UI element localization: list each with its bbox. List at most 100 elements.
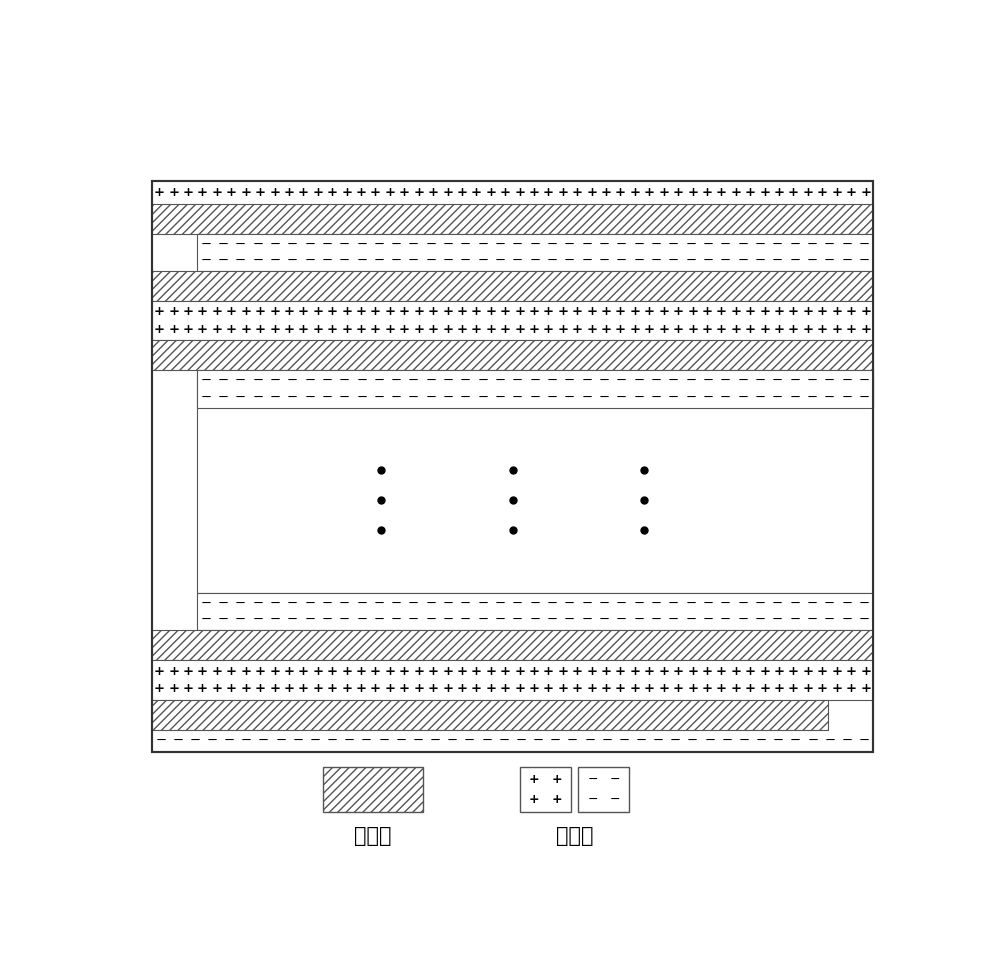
Text: +: + [500,323,511,337]
Text: −: − [287,375,298,387]
Text: −: − [755,597,766,610]
Text: +: + [240,665,251,677]
Text: +: + [817,682,828,696]
Text: −: − [720,254,731,267]
Text: −: − [495,375,506,387]
Text: −: − [807,375,818,387]
Text: −: − [304,254,315,267]
Text: +: + [572,305,583,318]
Text: −: − [564,237,575,251]
Text: −: − [477,613,489,627]
Text: −: − [755,254,766,267]
Text: −: − [460,613,471,627]
Text: −: − [235,613,246,627]
Text: −: − [356,597,367,610]
Text: −: − [425,597,437,610]
Text: −: − [567,734,578,748]
Text: −: − [737,391,748,404]
Text: +: + [687,665,698,677]
Text: −: − [529,391,541,404]
Text: −: − [460,375,471,387]
Text: −: − [547,597,558,610]
Text: −: − [824,254,835,267]
Text: +: + [774,665,785,677]
Text: +: + [658,682,669,696]
Text: +: + [572,185,583,199]
Text: −: − [339,254,350,267]
Text: +: + [658,665,669,677]
Text: −: − [269,375,281,387]
Text: −: − [773,734,784,748]
Text: −: − [356,613,367,627]
Bar [578,767,629,812]
Text: −: − [841,375,852,387]
Text: +: + [298,682,309,696]
Text: +: + [730,305,741,318]
Bar [152,302,873,341]
Text: +: + [485,665,496,677]
Text: −: − [443,597,454,610]
Text: −: − [651,613,662,627]
Text: +: + [673,665,684,677]
Text: +: + [384,682,395,696]
Text: +: + [168,682,179,696]
Text: +: + [716,323,727,337]
Text: −: − [391,254,402,267]
Text: −: − [447,734,458,748]
Text: +: + [730,323,741,337]
Text: +: + [860,185,871,199]
Text: +: + [399,682,410,696]
Text: −: − [460,237,471,251]
Text: +: + [327,323,338,337]
Text: −: − [235,375,246,387]
Text: −: − [477,597,489,610]
Text: −: − [685,597,696,610]
Text: −: − [703,391,714,404]
Text: −: − [653,734,664,748]
Text: +: + [745,682,756,696]
Text: +: + [687,185,698,199]
Text: −: − [321,237,333,251]
Text: +: + [399,665,410,677]
Text: +: + [860,323,871,337]
Text: −: − [200,391,211,404]
Text: −: − [408,375,419,387]
Text: −: − [789,391,800,404]
Text: +: + [774,682,785,696]
Text: −: − [443,613,454,627]
Text: −: − [842,734,853,748]
Text: +: + [399,323,410,337]
Text: +: + [673,323,684,337]
Text: +: + [803,682,814,696]
Text: −: − [789,597,800,610]
Text: −: − [287,613,298,627]
Text: +: + [514,305,525,318]
Text: +: + [269,682,280,696]
Text: −: − [529,613,541,627]
Text: −: − [218,237,229,251]
Bar [152,181,873,752]
Text: +: + [500,185,511,199]
Text: −: − [443,254,454,267]
Text: +: + [211,305,222,318]
Bar [323,767,423,812]
Text: −: − [547,375,558,387]
Text: +: + [543,185,554,199]
Bar [152,630,873,661]
Text: +: + [572,665,583,677]
Text: −: − [703,237,714,251]
Text: +: + [745,665,756,677]
Text: −: − [512,375,523,387]
Text: −: − [425,391,437,404]
Text: +: + [702,665,713,677]
Text: +: + [442,305,453,318]
Text: −: − [408,237,419,251]
Text: +: + [846,323,857,337]
Text: −: − [408,254,419,267]
Text: −: − [481,734,492,748]
Text: −: − [564,613,575,627]
Text: −: − [339,237,350,251]
Text: +: + [428,305,439,318]
Bar [197,592,873,630]
Text: +: + [658,305,669,318]
